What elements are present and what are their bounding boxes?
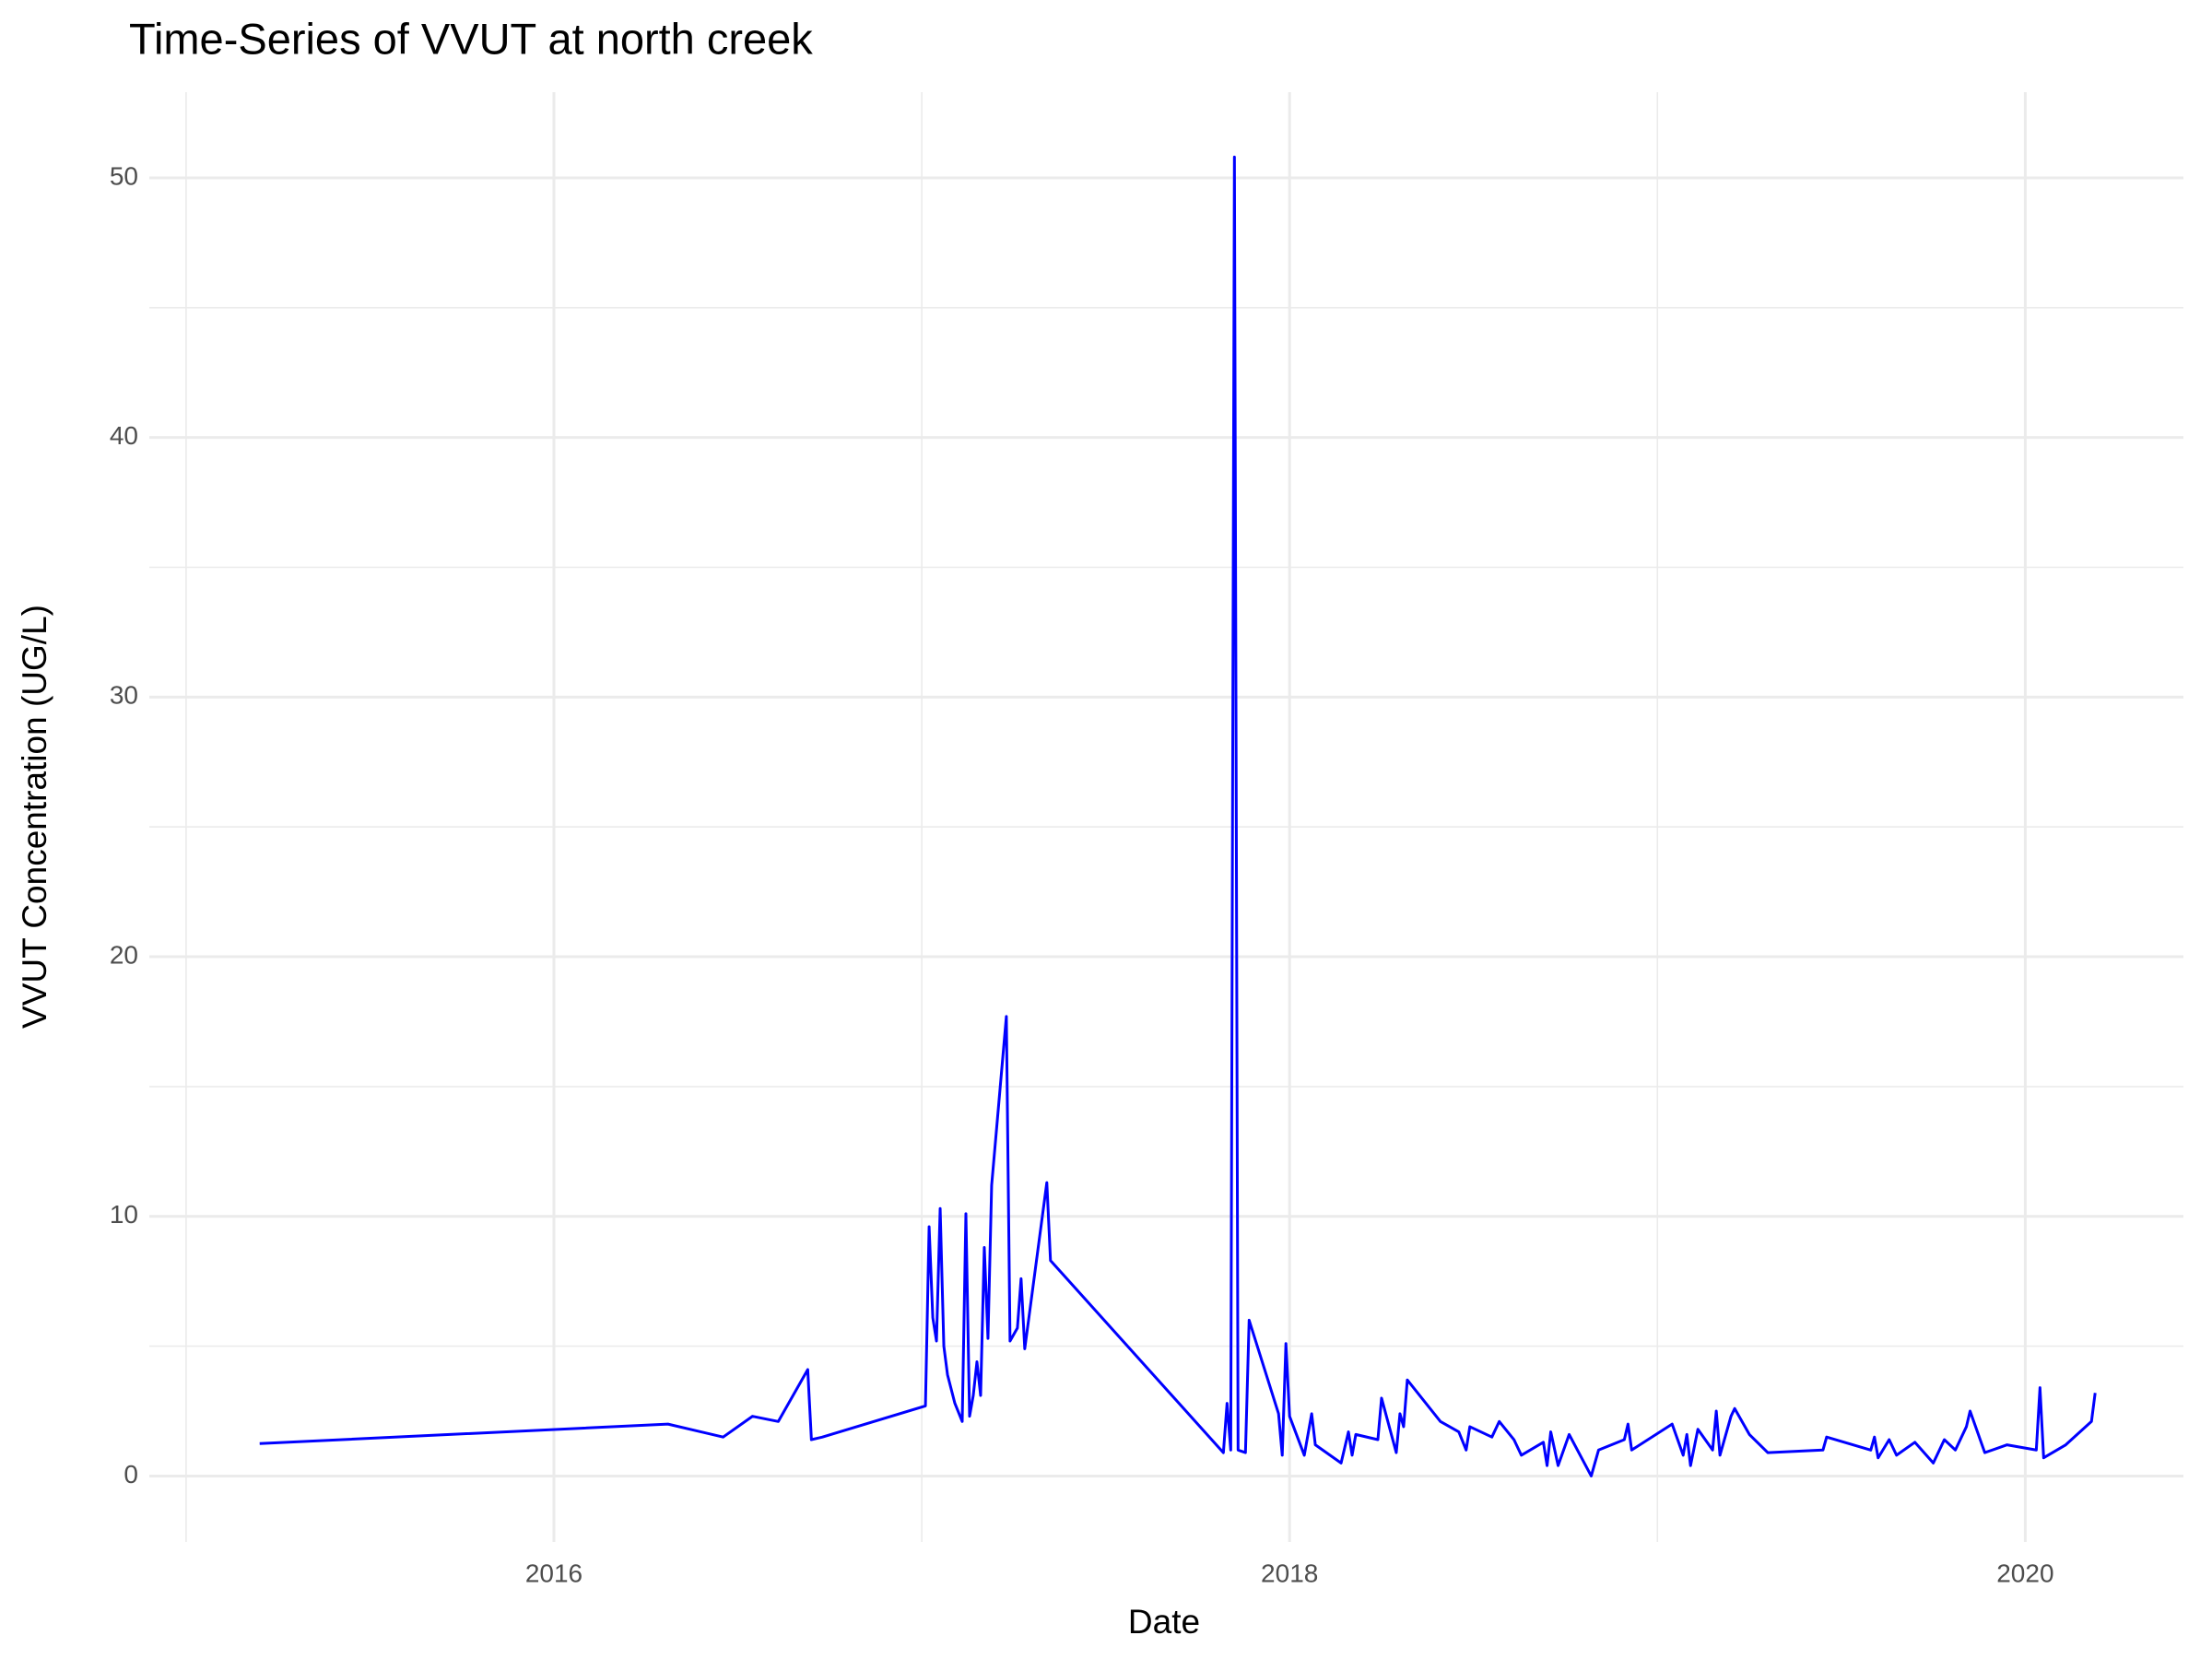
chart-title: Time-Series of VVUT at north creek — [129, 14, 813, 63]
x-tick-label: 2018 — [1261, 1559, 1318, 1587]
y-tick-label: 40 — [110, 421, 138, 450]
y-axis-title: VVUT Concentration (UG/L) — [16, 605, 53, 1029]
x-axis-title: Date — [1128, 1603, 1200, 1641]
y-tick-label: 50 — [110, 161, 138, 190]
y-tick-label: 10 — [110, 1200, 138, 1229]
y-tick-label: 30 — [110, 681, 138, 710]
y-tick-label: 20 — [110, 940, 138, 969]
x-tick-label: 2016 — [525, 1559, 582, 1587]
y-tick-label: 0 — [124, 1460, 138, 1488]
data-line — [259, 155, 2097, 1477]
plot-area — [259, 155, 2097, 1477]
x-tick-label: 2020 — [1996, 1559, 2053, 1587]
grid — [149, 92, 2183, 1542]
